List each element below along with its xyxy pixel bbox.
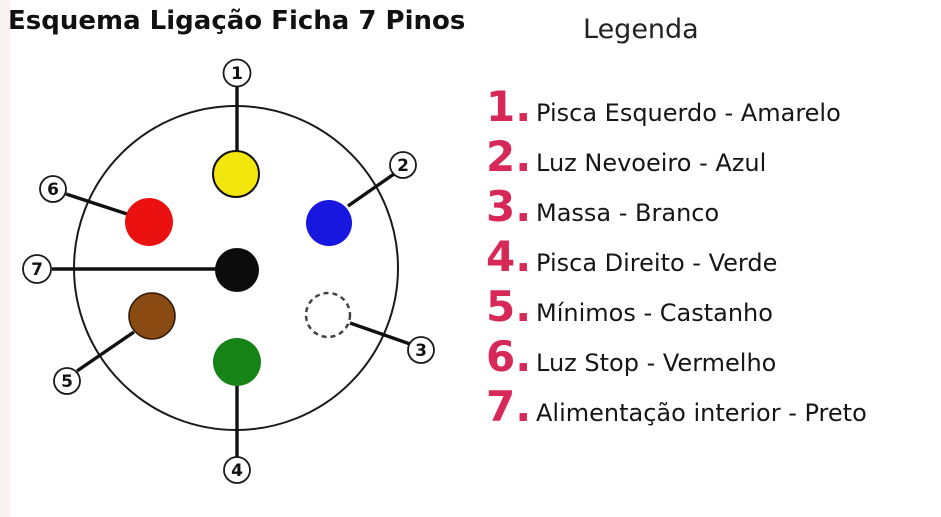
legend-item-number: 6. <box>486 332 532 381</box>
legend-heading: Legenda <box>583 14 699 45</box>
legend-item-number: 5. <box>486 282 532 331</box>
legend-item-number: 3. <box>486 182 532 231</box>
legend-item-label: Luz Nevoeiro - Azul <box>536 149 767 177</box>
legend-item-3: 3. Massa - Branco <box>486 182 867 232</box>
pin-marker-label-4: 4 <box>231 461 243 481</box>
pin-5-leader-line <box>76 330 135 373</box>
left-edge-tint <box>0 0 10 517</box>
pin-6-leader-line <box>65 192 128 216</box>
legend-item-5: 5. Mínimos - Castanho <box>486 282 867 332</box>
pin-marker-label-6: 6 <box>47 180 59 200</box>
legend-item-6: 6. Luz Stop - Vermelho <box>486 332 867 382</box>
legend-item-2: 2. Luz Nevoeiro - Azul <box>486 132 867 182</box>
pin-marker-circle-2 <box>389 151 417 179</box>
legend-item-1: 1. Pisca Esquerdo - Amarelo <box>486 82 867 132</box>
legend-item-label: Massa - Branco <box>536 199 720 227</box>
legend-item-label: Alimentação interior - Preto <box>536 399 867 427</box>
legend-item-label: Pisca Direito - Verde <box>536 249 778 277</box>
legend-item-label: Luz Stop - Vermelho <box>536 349 777 377</box>
legend-item-number: 7. <box>486 382 532 431</box>
pin-marker-label-2: 2 <box>397 156 409 176</box>
legend-item-number: 2. <box>486 132 532 181</box>
pin-2-leader-line <box>347 172 395 208</box>
pin-vermelho <box>125 198 173 246</box>
pin-marker-label-3: 3 <box>415 341 427 361</box>
pin-verde <box>213 338 261 386</box>
legend-item-4: 4. Pisca Direito - Verde <box>486 232 867 282</box>
pin-marker-label-7: 7 <box>31 260 43 280</box>
legend-list: 1. Pisca Esquerdo - Amarelo 2. Luz Nevoeiro… <box>486 82 867 432</box>
pin-marker-circle-4 <box>223 456 251 484</box>
pin-marker-label-5: 5 <box>61 372 73 392</box>
pin-3-leader-line <box>349 321 411 346</box>
legend-item-label: Pisca Esquerdo - Amarelo <box>536 99 841 127</box>
legend-item-number: 1. <box>486 82 532 131</box>
pin-branco <box>304 291 352 339</box>
pin-marker-circle-6 <box>39 175 67 203</box>
pin-marker-circle-1 <box>222 58 252 88</box>
pin-marker-circle-7 <box>22 254 52 284</box>
legend-item-number: 4. <box>486 232 532 281</box>
legend-item-label: Mínimos - Castanho <box>536 299 773 327</box>
pin-preto <box>215 248 259 292</box>
pin-azul <box>306 200 352 246</box>
connector-diagram: 1 2 3 4 5 6 7 <box>22 58 435 484</box>
pin-marker-circle-3 <box>407 336 435 364</box>
page-title: Esquema Ligação Ficha 7 Pinos <box>8 6 466 36</box>
pin-marker-label-1: 1 <box>231 64 243 84</box>
pin-marker-circle-5 <box>53 367 81 395</box>
legend-item-7: 7. Alimentação interior - Preto <box>486 382 867 432</box>
pin-amarelo <box>212 150 260 198</box>
pin-castanho <box>128 292 176 340</box>
